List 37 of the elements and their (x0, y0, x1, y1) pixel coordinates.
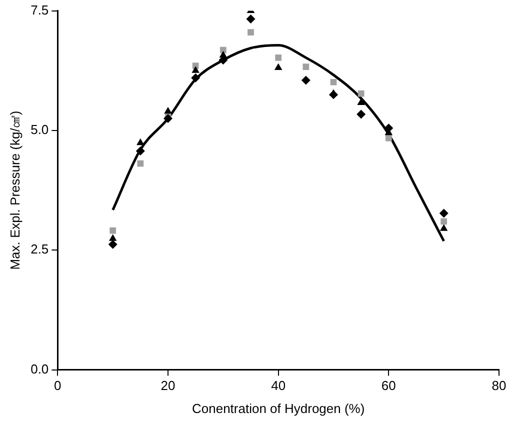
point (440, 218, 448, 225)
point (192, 66, 200, 73)
line-series (112, 44, 446, 242)
x-tick-label: 20 (160, 378, 176, 394)
y-tick-label: 7.5 (30, 2, 49, 18)
point (439, 208, 448, 218)
y-tick-label: 0.0 (30, 361, 49, 376)
point (137, 160, 144, 167)
x-tick-label: 80 (492, 378, 506, 394)
point (385, 134, 392, 142)
y-axis-title: Max. Expl. Pressure (kg/㎠) (7, 110, 22, 270)
point (302, 64, 310, 70)
point (136, 138, 144, 146)
y-tick-label: 2.5 (30, 242, 49, 257)
point (330, 78, 337, 86)
x-tick-label: 0 (54, 378, 62, 394)
point (108, 234, 117, 241)
point (246, 14, 256, 24)
x-tick-label: 40 (271, 378, 286, 394)
point (358, 90, 364, 97)
x-axis-title: Conentration of Hydrogen (%) (192, 400, 365, 416)
point (440, 224, 448, 231)
x-tick-label: 60 (381, 378, 396, 394)
point (110, 227, 116, 234)
point (108, 240, 118, 249)
point (274, 63, 282, 70)
point (136, 146, 145, 156)
point (275, 54, 282, 61)
point (220, 46, 226, 54)
point (248, 29, 254, 36)
point (356, 110, 366, 119)
point (301, 76, 310, 85)
point (164, 114, 173, 123)
point (164, 106, 172, 114)
y-tick-label: 5.0 (30, 122, 49, 138)
point (329, 90, 338, 100)
point (191, 73, 200, 82)
